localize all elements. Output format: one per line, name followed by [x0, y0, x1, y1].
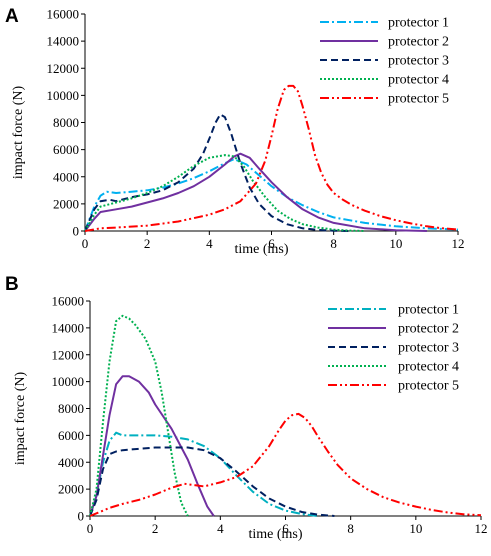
series-line-protector-5 [89, 412, 482, 517]
x-axis-title: time (ms) [234, 242, 288, 257]
x-axis-title: time (ms) [248, 527, 302, 542]
y-tick-label: 14000 [47, 34, 80, 49]
x-tick-label: 8 [330, 236, 337, 251]
y-tick-label: 4000 [53, 169, 79, 184]
x-tick-label: 2 [152, 521, 159, 536]
y-tick-label: 2000 [58, 482, 84, 497]
series-line-protector-2 [84, 152, 427, 232]
series-line-protector-3 [84, 113, 350, 232]
legend-label-protector-4: protector 4 [388, 73, 449, 88]
x-tick-label: 0 [87, 521, 94, 536]
y-tick-label: 16000 [47, 7, 80, 22]
y-tick-label: 4000 [58, 455, 84, 470]
y-axis-title: impact force (N) [13, 372, 28, 466]
panel-letter: B [5, 274, 19, 295]
y-tick-label: 14000 [52, 320, 85, 335]
y-tick-label: 8000 [53, 115, 79, 130]
x-tick-label: 4 [217, 521, 224, 536]
series-line-protector-4 [89, 314, 189, 517]
x-tick-label: 10 [389, 236, 402, 251]
y-tick-label: 0 [78, 509, 85, 524]
x-tick-label: 0 [82, 236, 89, 251]
y-tick-label: 2000 [53, 196, 79, 211]
y-tick-label: 10000 [47, 88, 80, 103]
x-tick-label: 8 [347, 521, 354, 536]
chart-panel-a: A 0 2000 4000 6000 8000 10000 12000 14000 16000 0 2… [5, 6, 465, 257]
x-tick-label: 2 [144, 236, 151, 251]
legend-label-protector-3: protector 3 [388, 54, 449, 69]
legend-label-protector-1: protector 1 [398, 303, 459, 318]
x-tick-label: 12 [452, 236, 465, 251]
x-tick-label: 6 [268, 236, 275, 251]
legend-label-protector-4: protector 4 [398, 360, 459, 375]
legend-label-protector-3: protector 3 [398, 341, 459, 356]
chart-panel-b: B 0 2000 4000 6000 8000 10000 12000 14000 16000 0 2… [5, 274, 488, 542]
series-line-protector-1 [84, 158, 459, 232]
y-tick-label: 0 [73, 224, 80, 239]
legend-label-protector-5: protector 5 [398, 379, 459, 394]
y-tick-label: 16000 [52, 294, 85, 309]
series-line-protector-4 [84, 154, 365, 232]
x-tick-label: 6 [282, 521, 289, 536]
x-tick-label: 10 [409, 521, 422, 536]
series-line-protector-5 [84, 84, 459, 232]
series-line-protector-1 [89, 431, 319, 517]
x-tick-label: 12 [475, 521, 488, 536]
y-tick-label: 12000 [52, 347, 85, 362]
x-tick-label: 4 [206, 236, 213, 251]
legend-label-protector-5: protector 5 [388, 92, 449, 107]
legend-label-protector-2: protector 2 [388, 35, 449, 50]
series-line-protector-2 [89, 375, 215, 517]
legend-label-protector-2: protector 2 [398, 322, 459, 337]
series-line-protector-3 [89, 446, 335, 517]
legend-label-protector-1: protector 1 [388, 16, 449, 31]
y-tick-label: 8000 [58, 401, 84, 416]
y-tick-label: 10000 [52, 374, 85, 389]
panel-letter: A [5, 6, 19, 27]
legend: protector 1 protector 2 protector 3 protect… [328, 303, 459, 394]
legend: protector 1 protector 2 protector 3 protect… [320, 16, 449, 107]
y-axis-title: impact force (N) [11, 86, 26, 180]
y-tick-label: 6000 [53, 142, 79, 157]
y-tick-label: 12000 [47, 61, 80, 76]
y-tick-label: 6000 [58, 428, 84, 443]
